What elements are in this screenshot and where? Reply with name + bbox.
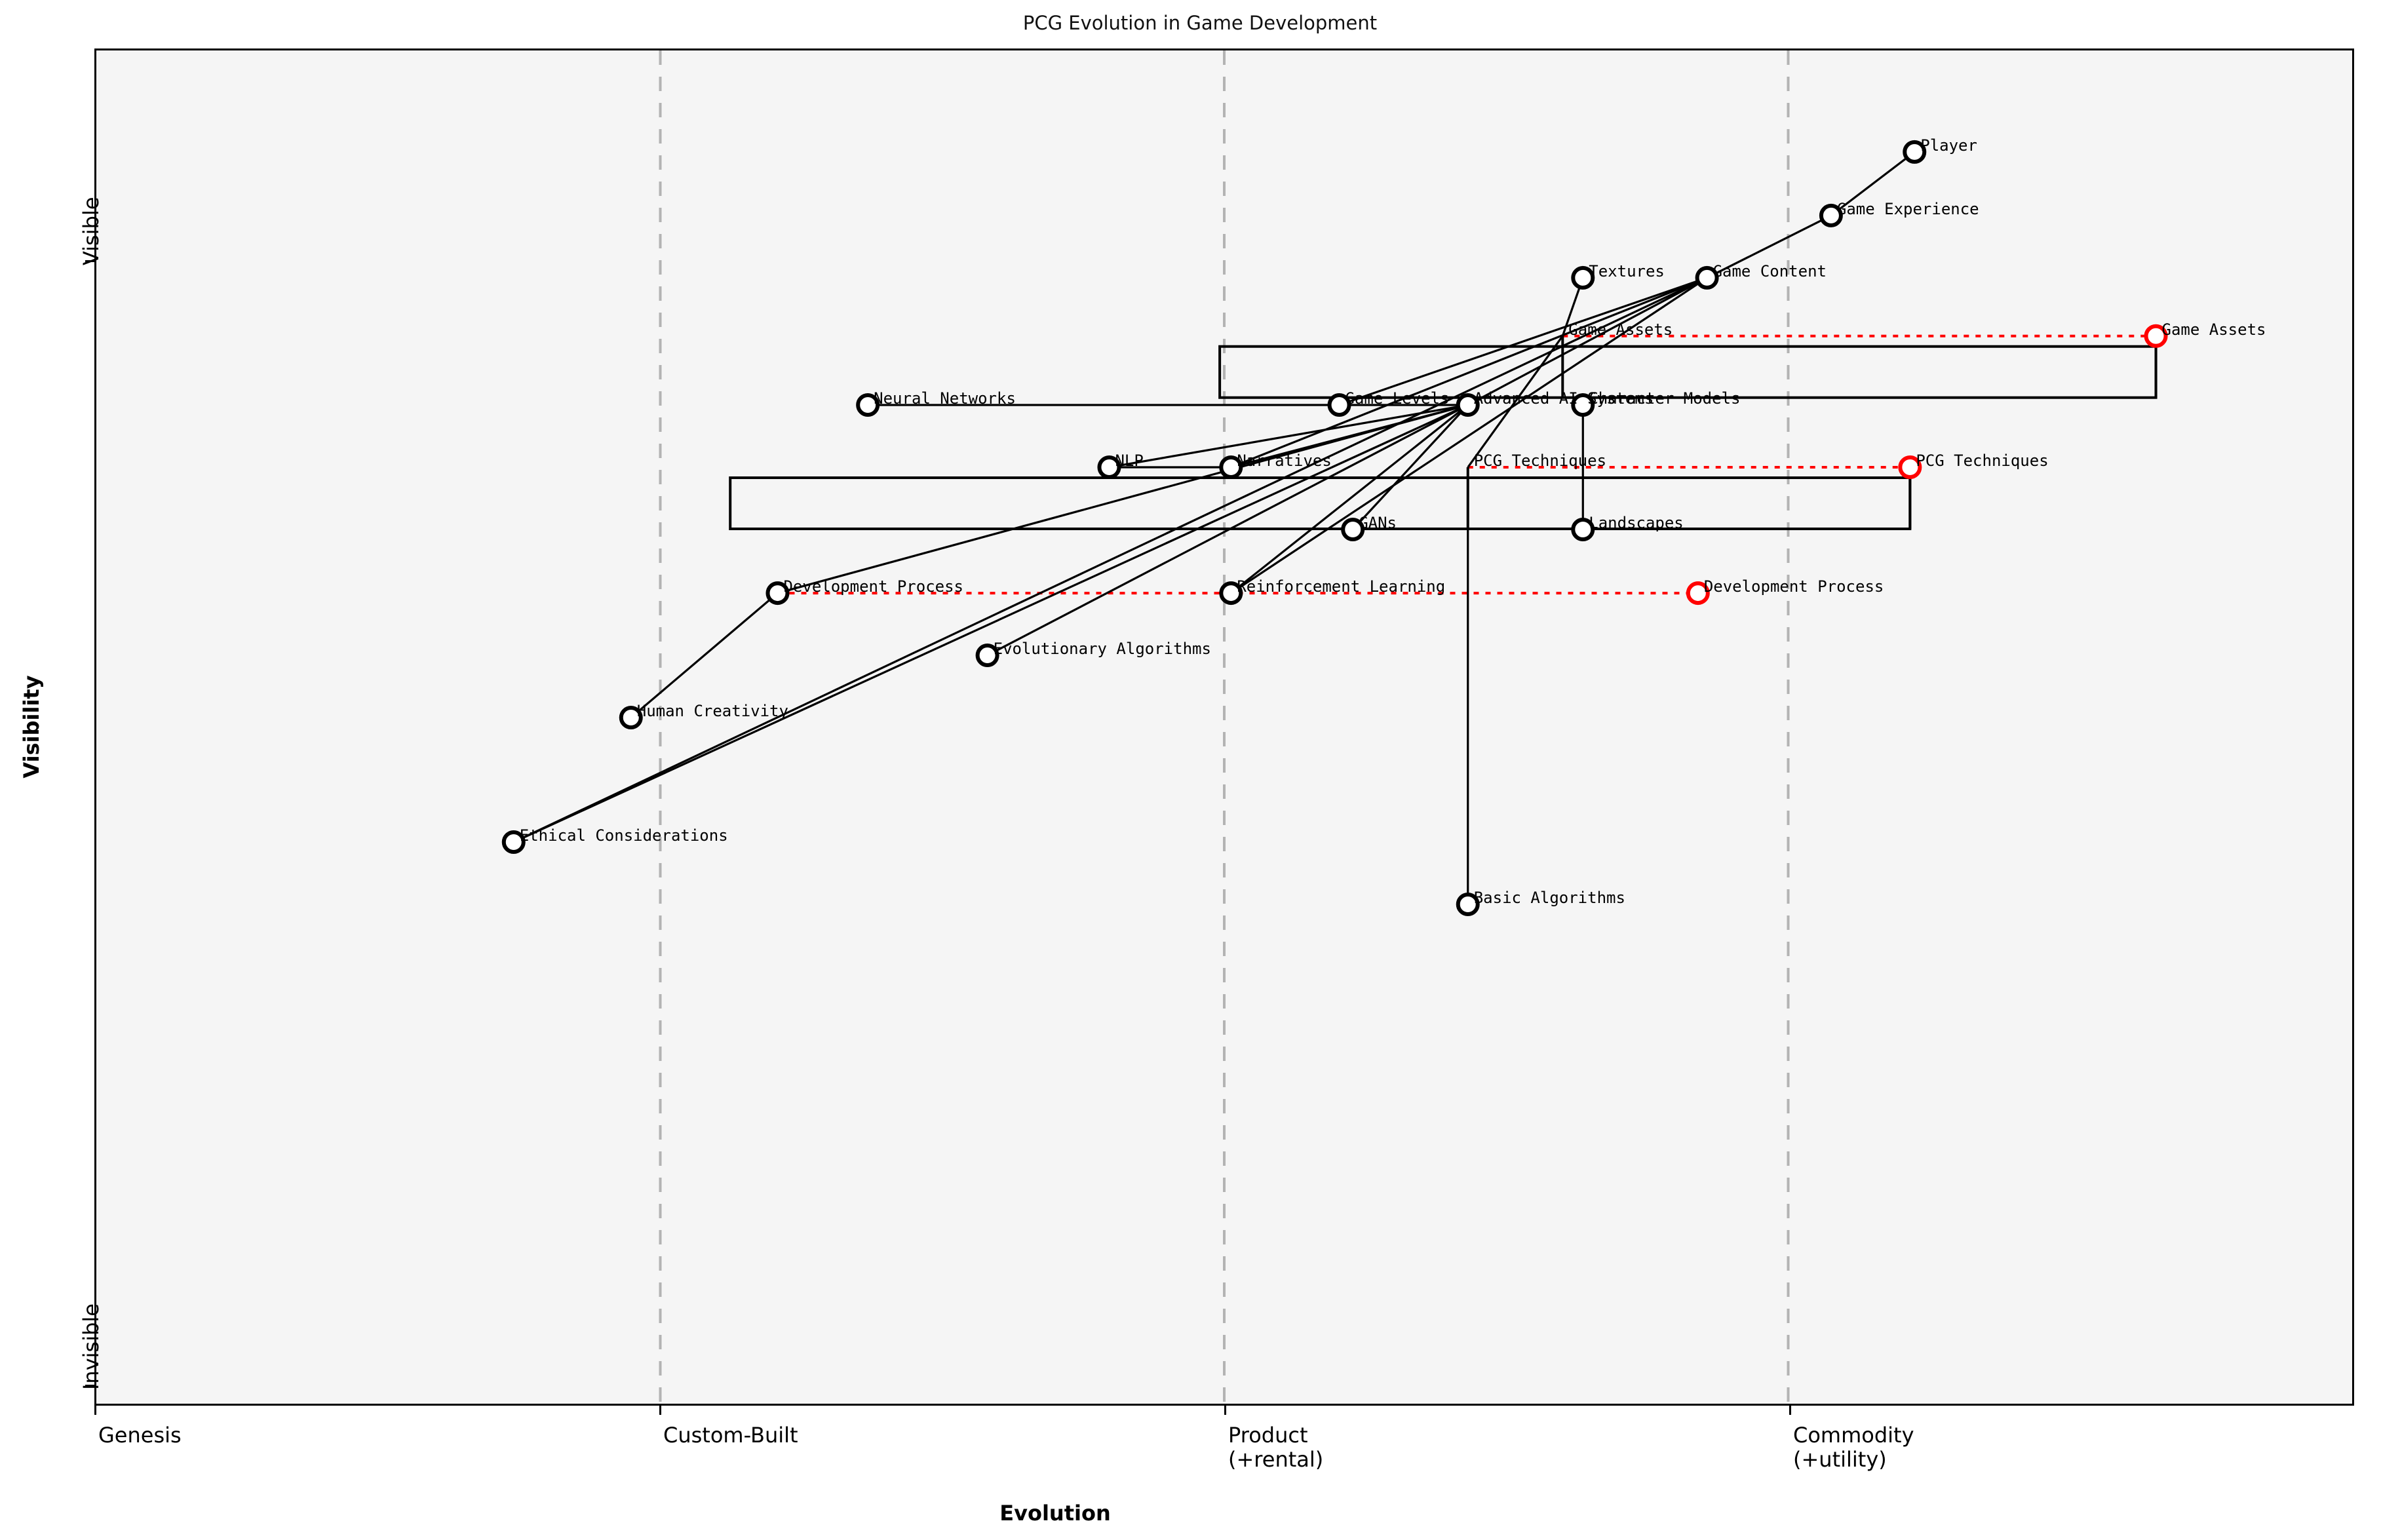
x-tick-label-product: Product (+rental) xyxy=(1228,1423,1324,1472)
node-label-player: Player xyxy=(1920,136,1977,155)
x-tick-label-genesis: Genesis xyxy=(98,1423,182,1448)
node-label-evolutionary-algorithms: Evolutionary Algorithms xyxy=(993,640,1211,659)
x-tick-label-commodity: Commodity (+utility) xyxy=(1793,1423,1914,1472)
map-node-game-experience[interactable] xyxy=(1819,203,1843,227)
node-label-game-assets: Game Assets xyxy=(1568,320,1673,339)
dependency-link xyxy=(630,592,779,719)
node-label-nlp: NLP xyxy=(1115,452,1144,471)
map-node-advanced-ai-systems[interactable] xyxy=(1456,393,1480,417)
plot-area xyxy=(94,48,2354,1406)
dependency-link xyxy=(513,404,1469,843)
map-node-development-process[interactable] xyxy=(765,581,790,606)
map-node-game-content[interactable] xyxy=(1695,265,1719,290)
dependency-link xyxy=(986,404,1469,657)
map-node-character-models[interactable] xyxy=(1571,393,1595,417)
evolved-node-pcg-techniques[interactable] xyxy=(1898,455,1922,480)
node-label-landscapes: Landscapes xyxy=(1589,514,1684,532)
dependency-link xyxy=(1339,277,1708,406)
map-node-human-creativity[interactable] xyxy=(619,706,643,730)
page-title: PCG Evolution in Game Development xyxy=(1022,12,1378,34)
map-node-nlp[interactable] xyxy=(1097,455,1121,480)
node-label-basic-algorithms: Basic Algorithms xyxy=(1473,889,1625,907)
map-node-ethical-considerations[interactable] xyxy=(501,830,526,855)
y-tickmark-visible xyxy=(85,260,94,262)
node-label-textures: Textures xyxy=(1589,261,1665,280)
node-label-pcg-techniques: PCG Techniques xyxy=(1473,452,1607,471)
node-label-narratives: Narratives xyxy=(1237,452,1332,471)
node-label-game-levels: Game Levels xyxy=(1345,389,1450,408)
dependency-link xyxy=(1230,277,1708,469)
x-axis-title: Evolution xyxy=(999,1501,1111,1526)
node-label-development-process: Development Process xyxy=(783,577,964,596)
x-tickmark-custom-built xyxy=(659,1406,661,1415)
node-label-human-creativity: Human Creativity xyxy=(636,702,788,721)
node-label-advanced-ai-systems: Advanced AI Systems xyxy=(1473,389,1654,408)
node-label-character-models: Character Models xyxy=(1589,389,1741,408)
map-node-textures[interactable] xyxy=(1571,265,1595,290)
map-node-neural-networks[interactable] xyxy=(856,393,880,417)
dependency-link xyxy=(1467,277,1708,406)
y-axis-title: Visibility xyxy=(19,675,44,779)
map-node-gans[interactable] xyxy=(1341,518,1365,542)
node-label-reinforcement-learning: Reinforcement Learning xyxy=(1237,577,1446,596)
map-node-game-levels[interactable] xyxy=(1327,393,1351,417)
map-node-player[interactable] xyxy=(1903,140,1927,164)
map-node-reinforcement-learning[interactable] xyxy=(1219,581,1243,606)
x-tick-label-custom-built: Custom-Built xyxy=(663,1423,798,1448)
y-tickmark-invisible xyxy=(85,1385,94,1387)
node-label-development-process: Development Process xyxy=(1703,577,1884,596)
y-tick-label-invisible: Invisible xyxy=(79,1303,104,1390)
dependency-link xyxy=(1230,277,1708,594)
node-label-neural-networks: Neural Networks xyxy=(874,389,1016,408)
dependency-link xyxy=(1352,404,1469,531)
node-label-gans: GANs xyxy=(1359,514,1397,532)
map-node-landscapes[interactable] xyxy=(1571,518,1595,542)
x-tickmark-commodity xyxy=(1789,1406,1791,1415)
map-node-narratives[interactable] xyxy=(1219,455,1243,480)
dependency-link xyxy=(777,404,1469,594)
x-tickmark-product xyxy=(1224,1406,1226,1415)
wardley-map-canvas xyxy=(501,50,2168,1404)
y-tick-label-visible: Visible xyxy=(79,197,104,265)
node-label-pcg-techniques: PCG Techniques xyxy=(1916,452,2049,471)
dependency-link xyxy=(1230,404,1469,594)
node-label-game-assets: Game Assets xyxy=(2161,320,2266,339)
node-label-game-content: Game Content xyxy=(1713,261,1827,280)
dependency-link xyxy=(1706,214,1832,279)
dependency-link xyxy=(1467,335,1564,468)
node-label-ethical-considerations: Ethical Considerations xyxy=(519,826,728,845)
dependency-link xyxy=(1830,151,1916,217)
map-node-evolutionary-algorithms[interactable] xyxy=(975,644,999,668)
x-tickmark-genesis xyxy=(94,1406,96,1415)
node-label-game-experience: Game Experience xyxy=(1836,199,1979,218)
dependency-link xyxy=(513,277,1708,843)
evolved-node-game-assets[interactable] xyxy=(2144,324,2168,348)
evolved-node-development-process[interactable] xyxy=(1686,581,1710,606)
dependency-link xyxy=(1109,404,1469,469)
map-node-basic-algorithms[interactable] xyxy=(1456,893,1480,917)
